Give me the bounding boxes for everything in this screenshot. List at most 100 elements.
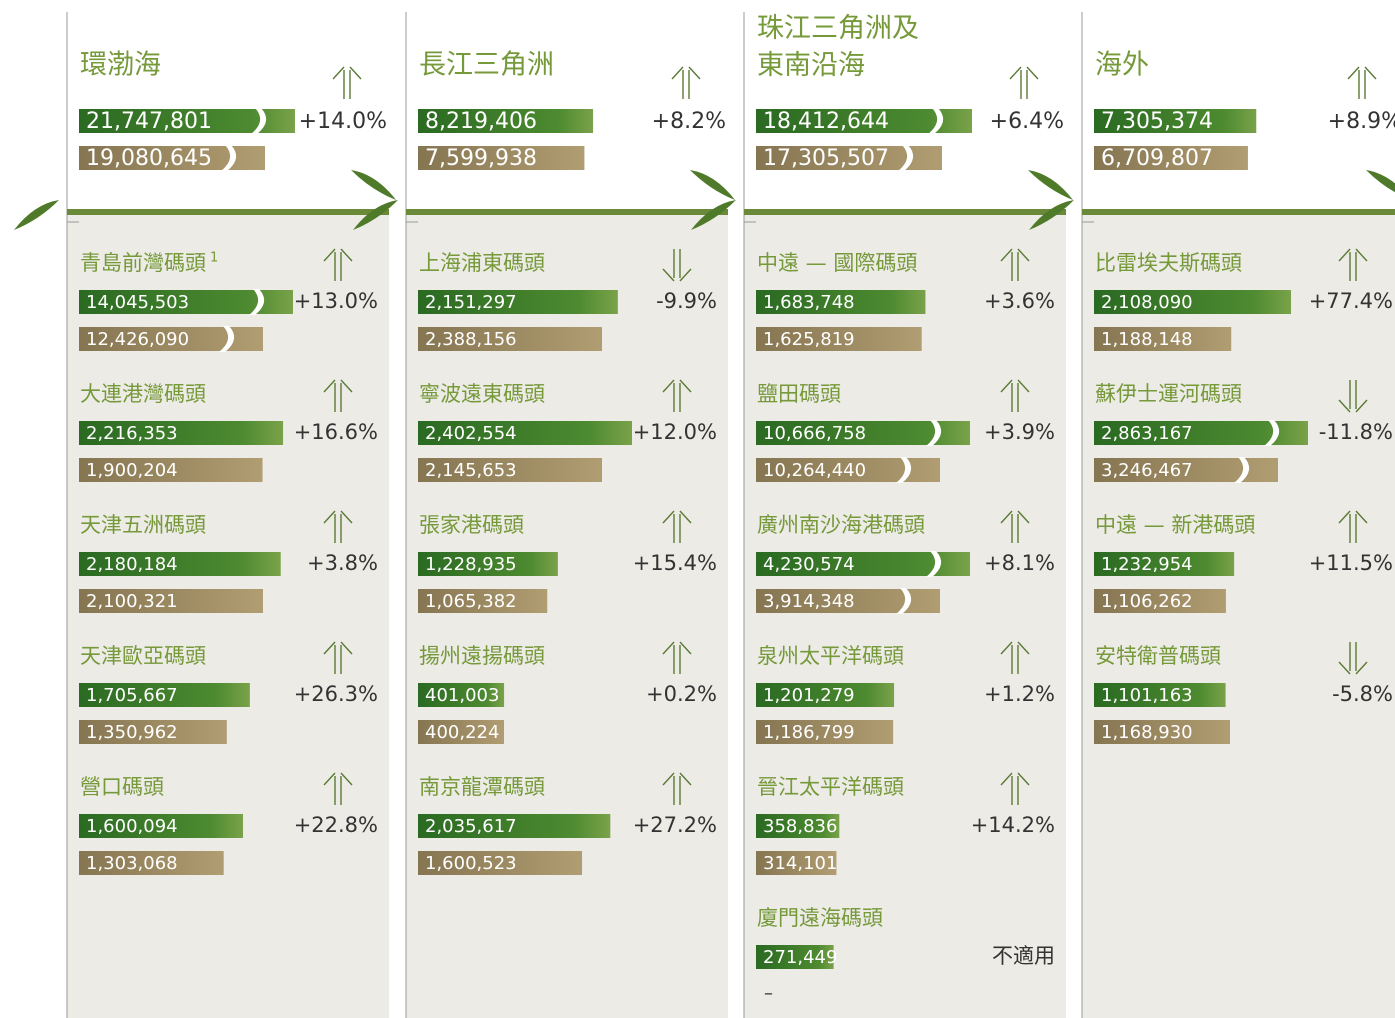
terminal-name: 晉江太平洋碼頭	[757, 775, 904, 799]
value-label: 314,101	[763, 853, 837, 874]
region-name: 環渤海	[80, 50, 161, 81]
trend-arrow	[1338, 642, 1368, 675]
change-label: +0.2%	[646, 682, 717, 706]
value-label: 1,625,819	[763, 329, 855, 350]
terminal-name: 天津歐亞碼頭	[80, 644, 206, 668]
change-label: +14.2%	[971, 813, 1055, 837]
value-label: 1,228,935	[425, 554, 517, 575]
value-label: 1,303,068	[86, 853, 178, 874]
change-label: +11.5%	[1309, 551, 1393, 575]
value-label: 18,412,644	[763, 109, 889, 134]
value-label: 2,863,167	[1101, 423, 1193, 444]
value-label: 1,705,667	[86, 685, 178, 706]
terminal-name: 鹽田碼頭	[757, 382, 841, 406]
terminal-name: 廈門遠海碼頭	[757, 906, 883, 930]
value-label: 2,108,090	[1101, 292, 1193, 313]
header-rule	[406, 209, 728, 215]
value-label: 1,101,163	[1101, 685, 1193, 706]
terminal-name: 安特衛普碼頭	[1095, 644, 1221, 668]
bar	[418, 814, 611, 838]
value-label: 1,168,930	[1101, 722, 1193, 743]
terminal-name: 廣州南沙海港碼頭	[757, 513, 925, 537]
value-label: 7,599,938	[425, 146, 537, 171]
trend-arrow	[671, 66, 701, 99]
value-label: 2,216,353	[86, 423, 178, 444]
region-name: 珠江三角洲及東南沿海	[757, 13, 919, 81]
change-label: +14.0%	[299, 109, 387, 134]
change-label: +13.0%	[294, 289, 378, 313]
change-label: +3.8%	[307, 551, 378, 575]
bar-break	[221, 145, 237, 171]
header-rule	[1082, 209, 1395, 215]
terminal-name: 泉州太平洋碼頭	[757, 644, 904, 668]
change-label: +15.4%	[633, 551, 717, 575]
header-rule	[744, 209, 1066, 215]
trend-arrow	[662, 379, 692, 412]
trend-arrow	[1000, 248, 1030, 281]
change-label: -11.8%	[1319, 420, 1393, 444]
bar-break	[896, 457, 912, 483]
change-label: +3.6%	[984, 289, 1055, 313]
region-name-line: 東南沿海	[757, 50, 865, 81]
trend-arrow	[1338, 248, 1368, 281]
bar	[1094, 552, 1235, 576]
trend-arrow	[323, 772, 353, 805]
change-label: +8.9%	[1328, 109, 1395, 134]
terminal-name: 寧波遠東碼頭	[419, 382, 545, 406]
value-label: 19,080,645	[86, 146, 212, 171]
bar	[79, 552, 281, 576]
value-label: 2,402,554	[425, 423, 517, 444]
terminal-name: 天津五洲碼頭	[80, 513, 206, 537]
trend-arrow	[323, 248, 353, 281]
trend-arrow	[662, 641, 692, 674]
bar	[756, 683, 895, 707]
trend-arrow	[1009, 66, 1039, 99]
bar	[1094, 589, 1226, 613]
bar	[79, 683, 250, 707]
bar	[756, 290, 926, 314]
terminal-name: 南京龍潭碼頭	[419, 775, 545, 799]
bar	[1094, 327, 1232, 351]
value-label: 7,305,374	[1101, 109, 1213, 134]
bar	[418, 552, 558, 576]
bar-break	[1234, 457, 1250, 483]
change-label: -5.8%	[1332, 682, 1393, 706]
bar	[79, 421, 284, 445]
value-label: 3,914,348	[763, 591, 855, 612]
value-label: –	[764, 983, 773, 1004]
bar	[418, 683, 505, 707]
value-label: 1,201,279	[763, 685, 855, 706]
leaf-decoration	[690, 170, 735, 200]
trend-arrow	[1000, 772, 1030, 805]
value-label: 3,246,467	[1101, 460, 1193, 481]
bar	[756, 720, 894, 744]
leaf-decoration	[14, 200, 59, 230]
bar	[1094, 683, 1226, 707]
bar-break	[249, 289, 265, 315]
value-label: 1,065,382	[425, 591, 517, 612]
value-label: 1,188,148	[1101, 329, 1193, 350]
value-label: 1,600,523	[425, 853, 517, 874]
value-label: 10,666,758	[763, 423, 866, 444]
change-label: 不適用	[992, 944, 1055, 968]
value-label: 1,186,799	[763, 722, 855, 743]
terminal-name: 蘇伊士運河碼頭	[1095, 382, 1242, 406]
leaf-decoration	[1029, 200, 1074, 230]
value-label: 21,747,801	[86, 109, 212, 134]
terminal-name: 中遠 — 國際碼頭	[757, 251, 917, 275]
value-label: 4,230,574	[763, 554, 855, 575]
bar-break	[898, 145, 914, 171]
bar	[418, 327, 602, 351]
bar	[756, 945, 834, 969]
change-label: +22.8%	[294, 813, 378, 837]
header-rule	[67, 209, 389, 215]
change-label: +8.1%	[984, 551, 1055, 575]
change-label: +16.6%	[294, 420, 378, 444]
trend-arrow	[662, 772, 692, 805]
value-label: 2,151,297	[425, 292, 517, 313]
bar	[79, 851, 224, 875]
value-label: 6,709,807	[1101, 146, 1213, 171]
trend-arrow	[1347, 66, 1377, 99]
bar	[756, 851, 837, 875]
